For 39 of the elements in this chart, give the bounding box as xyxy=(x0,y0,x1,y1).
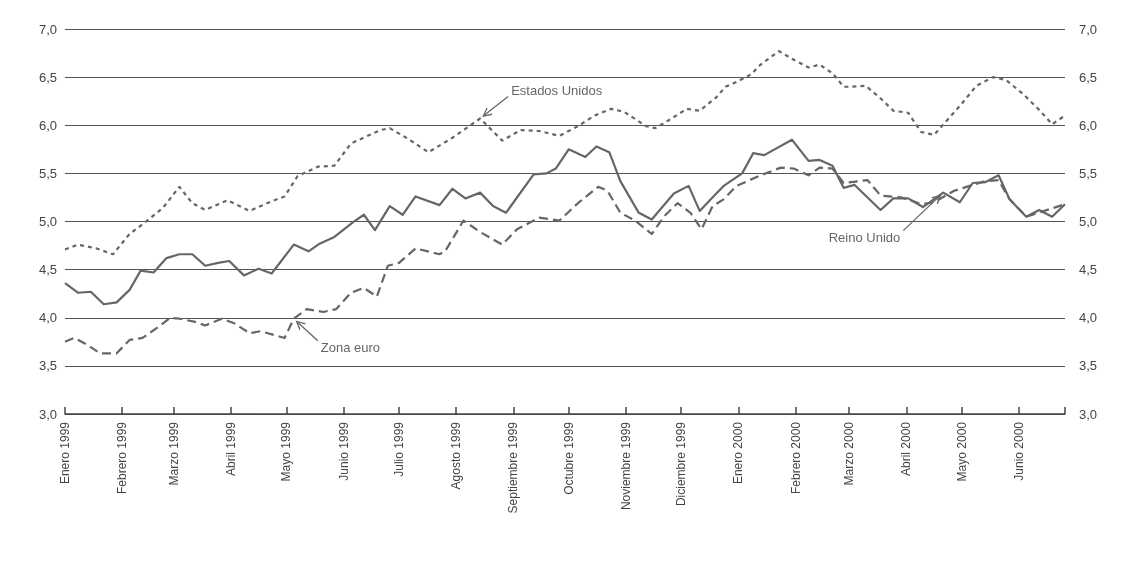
x-tick-label: Febrero 1999 xyxy=(115,421,130,495)
x-tick-label: Enero 1999 xyxy=(58,421,72,485)
y2-tick-label: 4,0 xyxy=(1079,310,1098,326)
x-tick-label: Octubre 1999 xyxy=(561,421,576,495)
y2-tick-label: 3,5 xyxy=(1079,358,1098,374)
y-tick-label: 6,0 xyxy=(38,117,57,133)
x-tick-label: Mayo 2000 xyxy=(954,421,969,482)
y2-tick-label: 5,0 xyxy=(1079,214,1098,229)
x-tick-label: Junio 2000 xyxy=(1011,421,1026,481)
y-tick-label: 7,0 xyxy=(38,21,57,37)
y-tick-label: 3,5 xyxy=(38,358,57,374)
y-tick-label: 6,5 xyxy=(38,69,57,85)
x-tick-label: Diciembre 1999 xyxy=(674,421,689,507)
y-tick-label: 5,0 xyxy=(38,214,57,229)
y2-tick-label: 6,0 xyxy=(1079,117,1098,133)
y-tick-label: 4,0 xyxy=(38,310,57,326)
x-tick-label: Mayo 1999 xyxy=(279,421,294,482)
x-tick-label: Noviembre 1999 xyxy=(618,421,633,511)
series-label: Estados Unidos xyxy=(511,82,603,98)
y-tick-label: 3,0 xyxy=(38,406,57,422)
text: Zona euro xyxy=(320,339,381,355)
x-tick-label: Agosto 1999 xyxy=(449,421,464,490)
y2-tick-label: 4,5 xyxy=(1079,262,1098,278)
y-tick-label: 4,5 xyxy=(38,262,57,278)
x-tick-label: Enero 2000 xyxy=(731,421,746,485)
x-tick-label: Marzo 1999 xyxy=(166,421,181,486)
text: Reino Unido xyxy=(828,229,901,245)
y2-tick-label: 7,0 xyxy=(1079,21,1098,37)
x-tick-label: Febrero 2000 xyxy=(788,421,803,495)
x-tick-label: Marzo 2000 xyxy=(842,421,857,486)
y2-tick-label: 3,0 xyxy=(1079,406,1098,422)
x-tick-label: Julio 1999 xyxy=(391,421,406,477)
x-tick-label: Septiembre 1999 xyxy=(506,421,521,514)
x-tick-label: Abril 2000 xyxy=(899,421,914,477)
y2-tick-label: 5,5 xyxy=(1079,165,1098,181)
y2-tick-label: 6,5 xyxy=(1079,69,1098,85)
x-tick-label: Abril 1999 xyxy=(224,421,239,477)
y-tick-label: 5,5 xyxy=(38,165,57,181)
x-tick-label: Junio 1999 xyxy=(336,421,351,481)
